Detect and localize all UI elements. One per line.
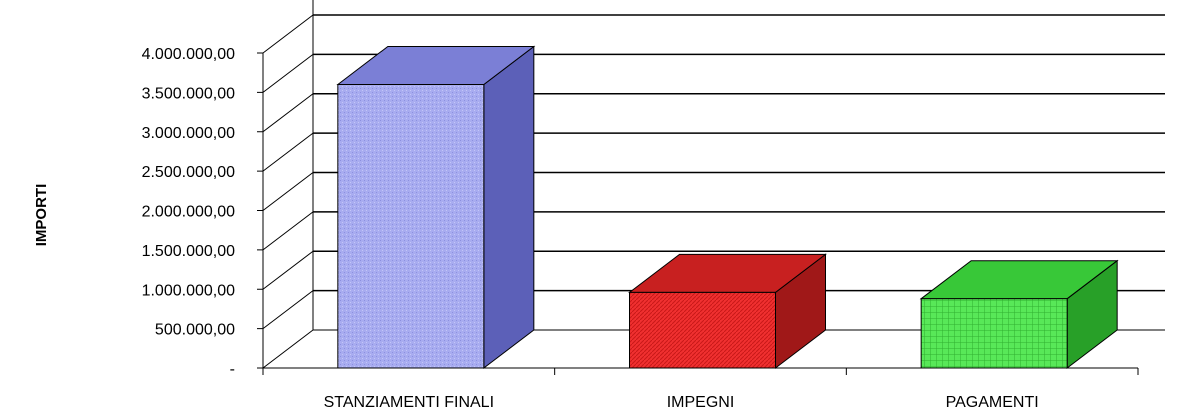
bar-pagamenti <box>919 259 1119 370</box>
x-tick-label: PAGAMENTI <box>946 394 1039 411</box>
gridline-diagonal <box>262 211 314 251</box>
gridline-diagonal <box>262 172 314 211</box>
x-tick-label: IMPEGNI <box>667 394 735 411</box>
bar-stanziamenti-finali <box>336 45 536 370</box>
bars <box>336 45 1119 370</box>
y-tick-label: 1.500.000,00 <box>142 243 236 260</box>
y-axis-title: IMPORTI <box>33 184 50 247</box>
y-tick-label: 2.500.000,00 <box>142 164 236 181</box>
bar-front-face <box>337 84 485 369</box>
x-tick-label: STANZIAMENTI FINALI <box>324 394 494 411</box>
bar-front-face <box>629 291 776 369</box>
gridline-diagonal <box>262 93 314 133</box>
bar-impegni <box>628 253 827 370</box>
gridline-diagonal <box>262 53 314 93</box>
gridline-diagonal <box>262 14 314 54</box>
y-tick-label: 500.000,00 <box>155 322 235 339</box>
y-tick-label: 1.000.000,00 <box>142 282 236 299</box>
y-tick-label: 2.000.000,00 <box>142 204 236 221</box>
y-tick-label: - <box>230 361 235 378</box>
gridline-diagonal <box>262 132 314 172</box>
y-tick-label: 3.000.000,00 <box>142 125 236 142</box>
y-tick-label: 4.000.000,00 <box>142 46 236 63</box>
bar-front-face <box>920 298 1068 369</box>
bar-side-face <box>483 45 535 370</box>
y-tick-label: 3.500.000,00 <box>142 85 236 102</box>
gridline-diagonal <box>262 250 314 290</box>
labels: - 500.000,00 1.000.000,00 1.500.000,00 2.000… <box>142 46 1039 411</box>
gridline-diagonal <box>262 290 314 330</box>
gridline-diagonal <box>262 329 314 369</box>
